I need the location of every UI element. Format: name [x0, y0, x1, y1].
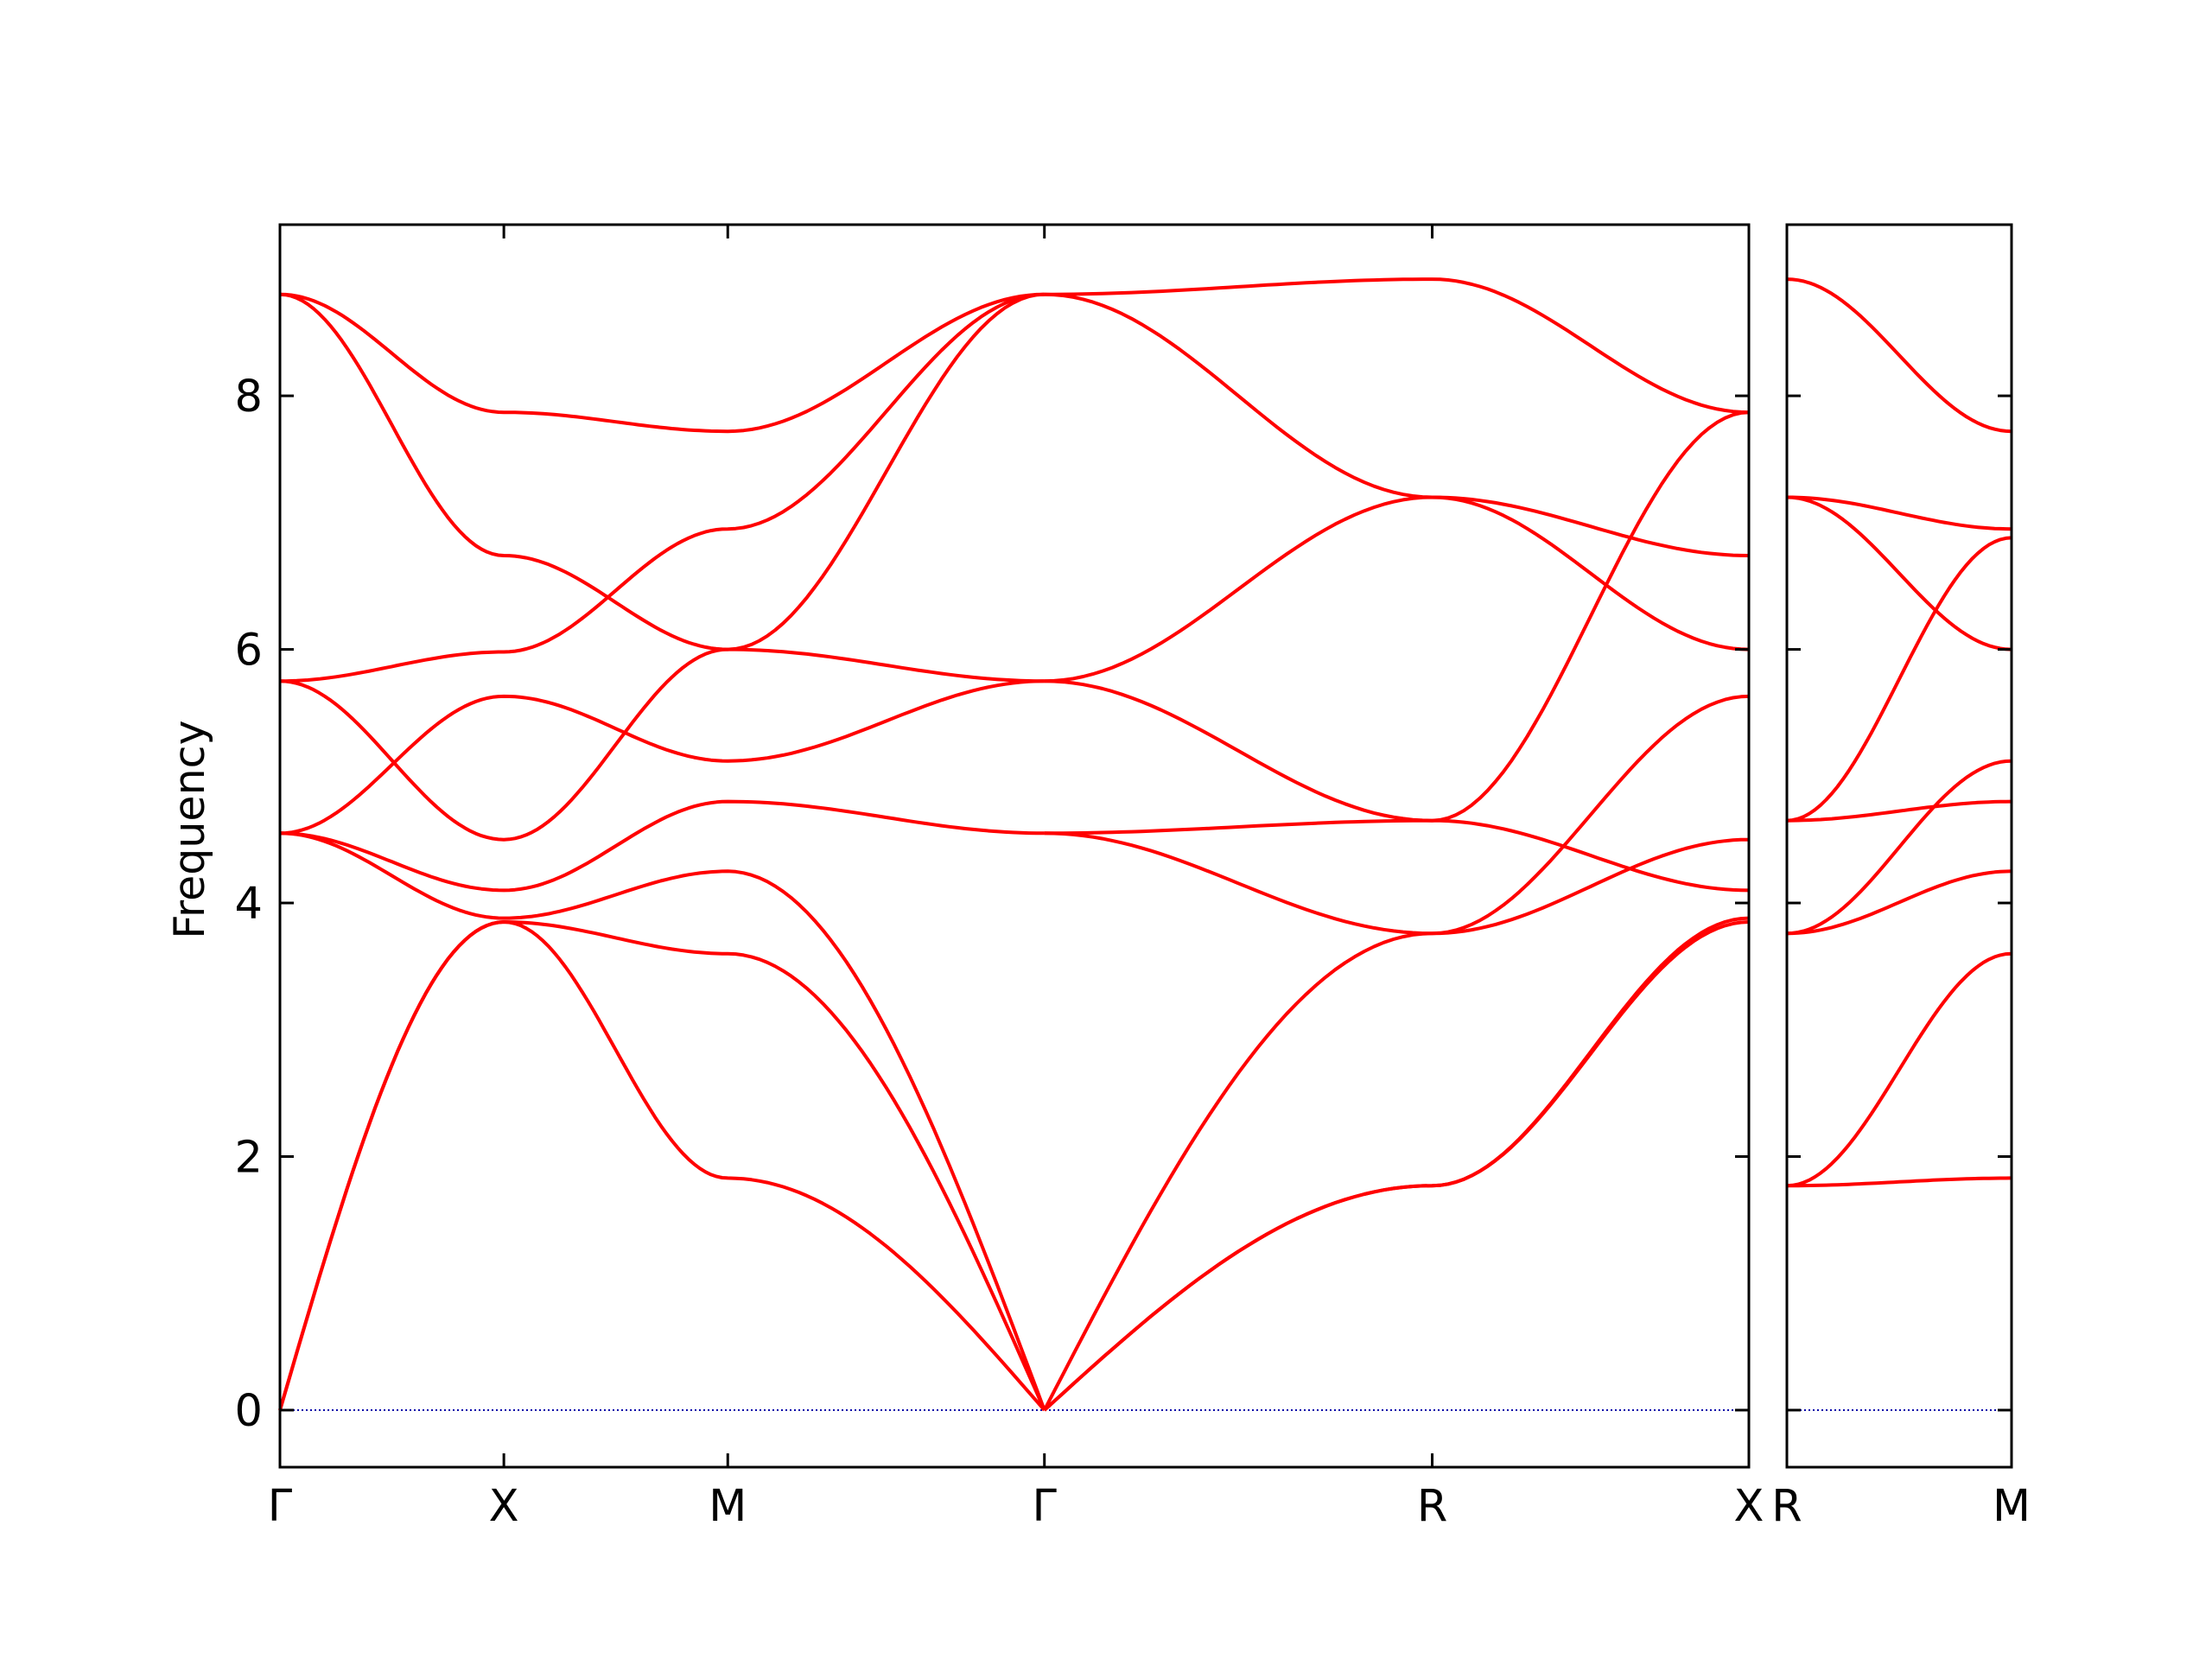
band-1-5 [1786, 759, 2012, 936]
band-0-5 [279, 799, 1045, 893]
x-tick-label: X [489, 1481, 519, 1532]
band-0-0 [279, 292, 1045, 434]
band-1-1 [1787, 495, 2012, 531]
band-0-9 [1044, 277, 1750, 415]
band-1-2 [1786, 495, 2012, 652]
band-0-8 [278, 920, 1046, 1412]
plot-frame [1785, 223, 2013, 1469]
band-1-6 [1786, 869, 2012, 936]
band-0-11 [1044, 495, 1750, 683]
band-1-3 [1786, 536, 2012, 823]
y-tick-label: 6 [235, 626, 263, 677]
band-0-13 [1044, 410, 1750, 836]
band-1-8 [1787, 1176, 2012, 1188]
band-0-1 [279, 292, 1045, 652]
band-0-10 [1044, 292, 1750, 652]
x-tick-label: M [709, 1481, 747, 1532]
band-0-16 [1043, 916, 1750, 1412]
x-tick-label: X [1734, 1481, 1764, 1532]
x-tick-label: R [1417, 1481, 1447, 1532]
band-0-12 [1044, 679, 1750, 893]
band-0-3 [279, 647, 1045, 842]
band-0-15 [1042, 837, 1750, 1411]
band-0-17 [1043, 920, 1750, 1412]
x-tick-label: Γ [268, 1481, 293, 1532]
y-tick-label: 4 [235, 879, 263, 930]
band-1-4 [1786, 799, 2012, 823]
x-tick-label: Γ [1033, 1481, 1058, 1532]
band-0-14 [1044, 694, 1750, 936]
y-axis-label: Frequency [165, 720, 214, 938]
band-1-0 [1786, 277, 2012, 434]
x-tick-label: R [1771, 1481, 1802, 1532]
x-tick-label: M [1993, 1481, 2031, 1532]
plot-frame [278, 223, 1751, 1469]
y-tick-label: 8 [235, 372, 263, 423]
band-0-4 [279, 679, 1045, 836]
y-tick-label: 2 [235, 1133, 263, 1184]
band-panel-main: 0 2 4 6 8 Γ X M Γ R X [235, 223, 1764, 1532]
band-0-7 [278, 920, 1046, 1411]
band-0-2 [280, 292, 1045, 683]
band-0-6 [279, 831, 1046, 1411]
y-tick-label: 0 [235, 1386, 263, 1437]
band-1-7 [1786, 951, 2012, 1188]
